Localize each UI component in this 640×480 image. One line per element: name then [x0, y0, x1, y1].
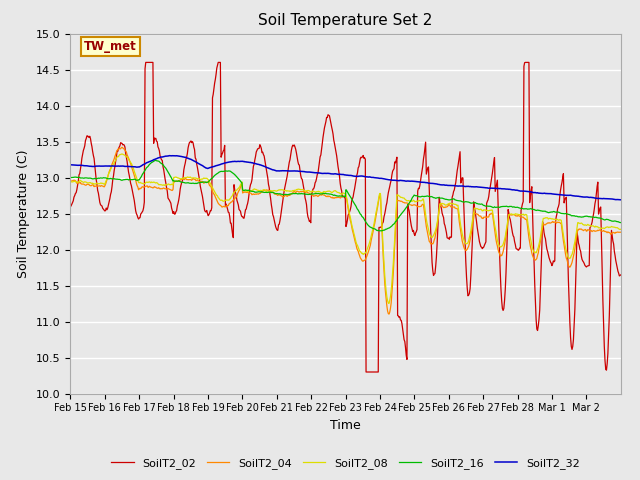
SoilT2_08	[233, 187, 241, 193]
SoilT2_08	[435, 211, 442, 216]
Line: SoilT2_04: SoilT2_04	[70, 147, 621, 314]
Line: SoilT2_32: SoilT2_32	[70, 156, 621, 200]
Legend: SoilT2_02, SoilT2_04, SoilT2_08, SoilT2_16, SoilT2_32: SoilT2_02, SoilT2_04, SoilT2_08, SoilT2_…	[107, 453, 584, 473]
SoilT2_04	[260, 187, 268, 193]
SoilT2_16	[131, 177, 139, 182]
SoilT2_32	[617, 197, 625, 203]
Line: SoilT2_16: SoilT2_16	[70, 160, 621, 231]
SoilT2_08	[260, 187, 268, 192]
SoilT2_04	[281, 192, 289, 198]
SoilT2_08	[132, 172, 140, 178]
SoilT2_16	[233, 174, 241, 180]
SoilT2_16	[376, 228, 384, 234]
SoilT2_02	[617, 272, 625, 278]
SoilT2_02	[131, 203, 139, 209]
SoilT2_32	[403, 178, 411, 184]
Title: Soil Temperature Set 2: Soil Temperature Set 2	[259, 13, 433, 28]
SoilT2_08	[617, 227, 625, 232]
Line: SoilT2_08: SoilT2_08	[70, 154, 621, 303]
SoilT2_04	[617, 229, 625, 235]
Text: TW_met: TW_met	[84, 40, 137, 53]
SoilT2_02	[362, 369, 370, 375]
SoilT2_32	[434, 181, 442, 187]
SoilT2_02	[233, 197, 241, 203]
SoilT2_08	[281, 188, 289, 193]
SoilT2_32	[131, 164, 139, 169]
SoilT2_16	[435, 194, 442, 200]
SoilT2_16	[404, 203, 412, 208]
SoilT2_08	[404, 198, 412, 204]
SoilT2_02	[435, 210, 442, 216]
SoilT2_16	[260, 190, 268, 195]
SoilT2_02	[260, 153, 268, 159]
SoilT2_04	[67, 178, 74, 184]
SoilT2_02	[67, 204, 74, 210]
SoilT2_02	[142, 60, 150, 65]
SoilT2_04	[404, 201, 412, 206]
SoilT2_32	[233, 159, 241, 165]
SoilT2_32	[67, 162, 74, 168]
SoilT2_16	[281, 192, 289, 197]
Y-axis label: Soil Temperature (C): Soil Temperature (C)	[17, 149, 30, 278]
SoilT2_16	[67, 174, 74, 180]
SoilT2_04	[385, 311, 393, 317]
SoilT2_02	[404, 202, 412, 207]
SoilT2_32	[260, 164, 268, 169]
X-axis label: Time: Time	[330, 419, 361, 432]
SoilT2_04	[118, 144, 126, 150]
SoilT2_04	[435, 214, 442, 219]
SoilT2_02	[281, 184, 289, 190]
SoilT2_32	[166, 153, 173, 158]
SoilT2_08	[67, 179, 74, 185]
SoilT2_08	[118, 151, 126, 157]
SoilT2_08	[385, 300, 393, 306]
SoilT2_16	[617, 220, 625, 226]
SoilT2_04	[132, 177, 140, 183]
SoilT2_04	[233, 193, 241, 199]
SoilT2_16	[151, 157, 159, 163]
SoilT2_32	[281, 168, 289, 174]
Line: SoilT2_02: SoilT2_02	[70, 62, 621, 372]
